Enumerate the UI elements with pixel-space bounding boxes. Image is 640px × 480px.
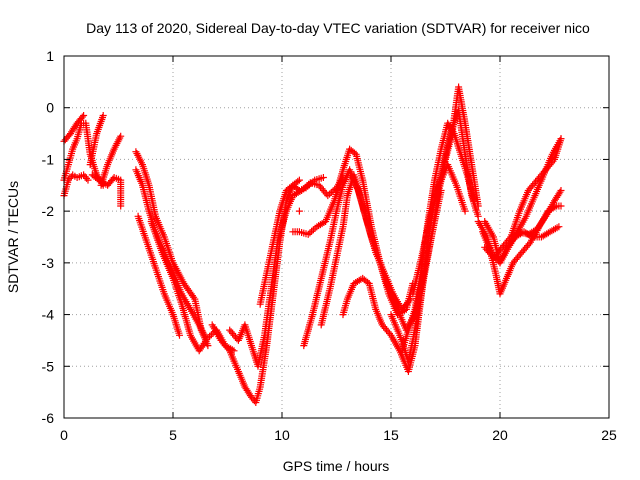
data-point <box>557 202 565 210</box>
data-point <box>295 207 303 215</box>
series-arc-26 <box>507 135 565 241</box>
data-point <box>309 226 317 234</box>
axis-ticks: 0 5 10 15 20 25 -6 -5 -4 -3 -2 -1 0 1 <box>42 48 617 443</box>
data-point <box>294 177 302 185</box>
data-point <box>207 331 215 339</box>
y-tick-label: -1 <box>42 151 55 167</box>
data-point <box>474 202 482 210</box>
y-tick-label: 1 <box>46 48 54 64</box>
data-point <box>306 181 313 189</box>
x-tick-label: 0 <box>60 427 68 443</box>
x-tick-label: 25 <box>601 427 617 443</box>
data-point <box>117 202 125 210</box>
series-arc-13 <box>256 174 327 308</box>
x-tick-label: 15 <box>383 427 399 443</box>
data-point <box>304 230 312 238</box>
data-point <box>405 297 413 305</box>
x-tick-label: 5 <box>169 427 177 443</box>
data-point <box>309 178 317 186</box>
y-tick-label: -5 <box>42 358 55 374</box>
data-point <box>83 174 90 182</box>
data-point <box>407 295 415 303</box>
data-point <box>324 192 332 200</box>
data-point <box>556 188 564 196</box>
plot-frame <box>63 55 610 419</box>
series-arc-21 <box>409 161 469 298</box>
y-tick-label: -6 <box>42 410 55 426</box>
data-point <box>78 113 86 121</box>
y-tick-label: -4 <box>42 307 55 323</box>
y-tick-label: 0 <box>46 100 54 116</box>
data-point <box>516 250 524 258</box>
x-axis-label: GPS time / hours <box>283 458 390 474</box>
data-point <box>306 229 314 237</box>
chart-title: Day 113 of 2020, Sidereal Day-to-day VTE… <box>86 20 590 36</box>
data-point <box>470 197 478 205</box>
series-arc-9 <box>134 212 183 339</box>
series-arc-12 <box>226 174 347 370</box>
data-point <box>555 223 563 231</box>
data-point <box>176 331 183 339</box>
series-arc-7 <box>132 148 212 350</box>
data-point <box>557 135 565 143</box>
series-arc-25 <box>474 202 565 298</box>
data-point <box>527 183 535 191</box>
data-point <box>557 187 565 194</box>
data-point <box>117 132 125 140</box>
series-arc-3 <box>60 119 107 189</box>
data-point <box>319 174 327 181</box>
series-arc-4 <box>86 112 107 169</box>
data-point <box>302 184 310 192</box>
x-tick-label: 20 <box>492 427 508 443</box>
data-point <box>505 240 513 248</box>
data-point <box>461 207 469 215</box>
data-point <box>99 112 107 119</box>
series-arc-14 <box>295 207 303 215</box>
data-marks <box>60 83 565 406</box>
y-axis-label: SDTVAR / TECUs <box>5 181 21 293</box>
y-tick-label: -3 <box>42 255 55 271</box>
data-point <box>525 240 533 248</box>
data-point <box>295 176 303 184</box>
series-arc-6 <box>97 132 125 189</box>
x-tick-label: 10 <box>274 427 290 443</box>
data-point <box>80 112 88 119</box>
y-tick-label: -2 <box>42 203 55 219</box>
data-point <box>84 176 92 184</box>
data-point <box>204 334 212 342</box>
